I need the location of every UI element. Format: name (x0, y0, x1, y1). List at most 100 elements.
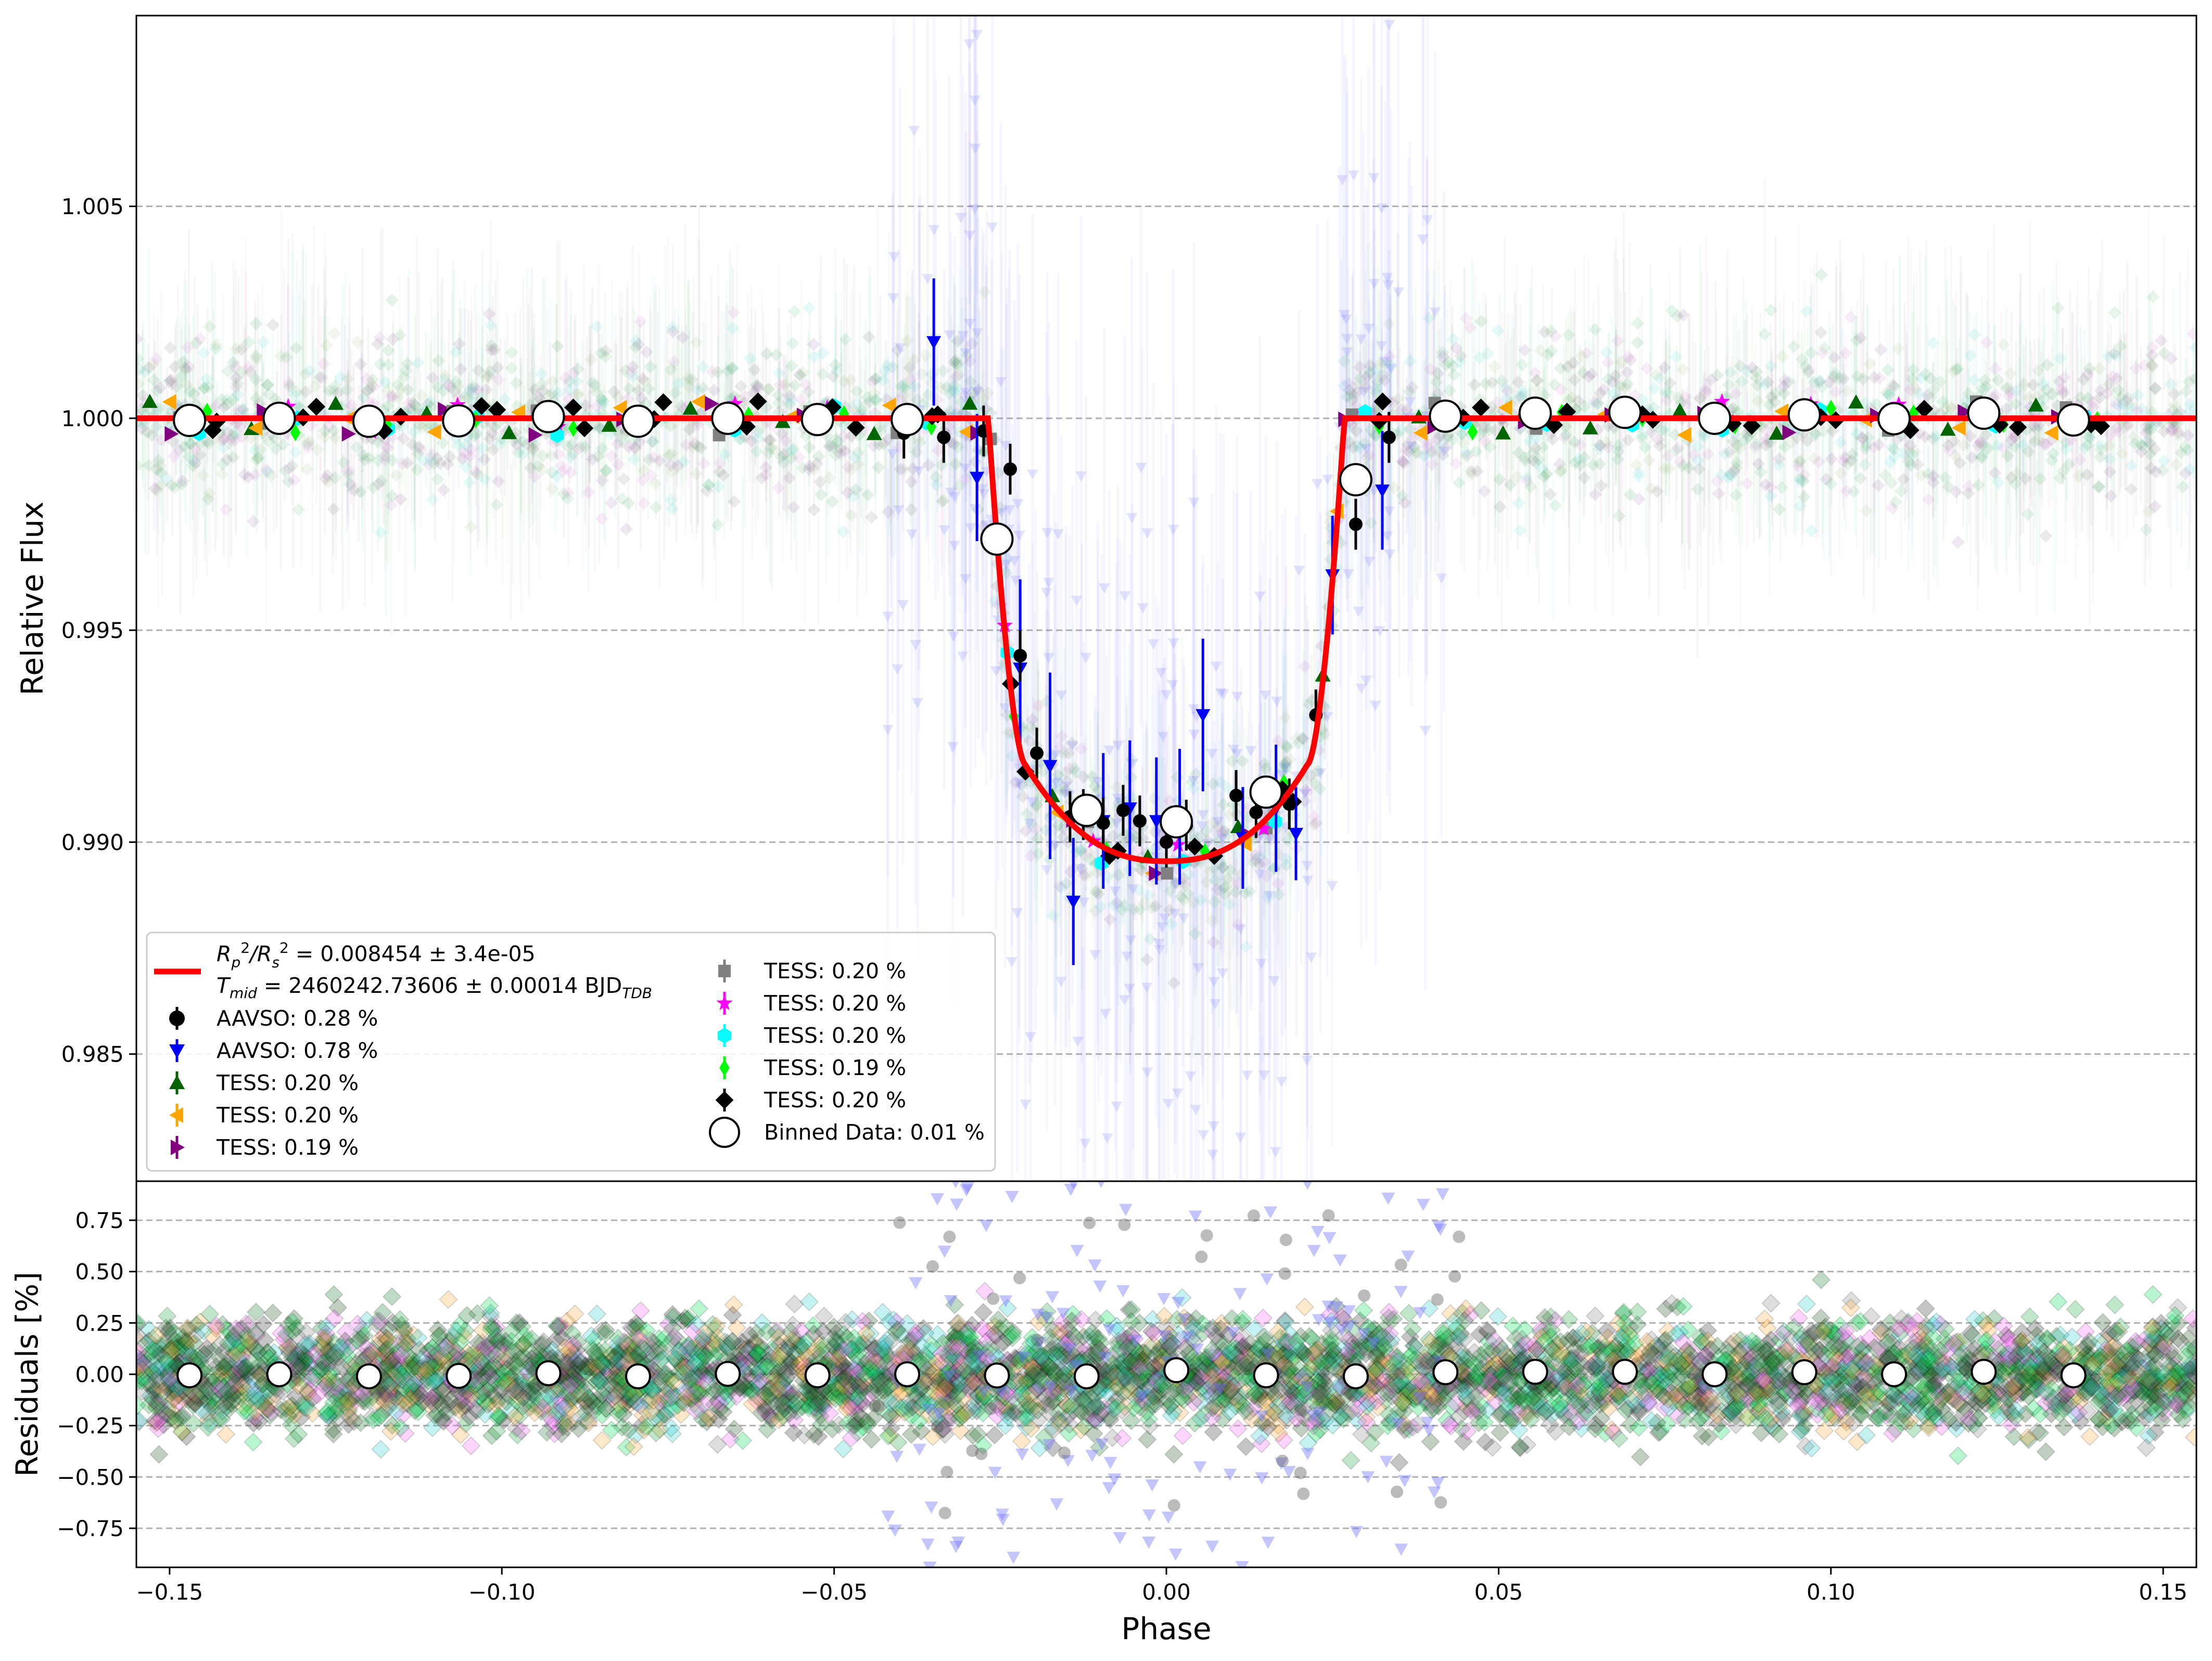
tess-point (373, 357, 387, 372)
tess-point (328, 431, 342, 445)
tess-point (378, 453, 392, 467)
tess-point (187, 441, 201, 455)
tess-point (2143, 447, 2157, 461)
tess-point (216, 457, 230, 471)
tess-point (2182, 375, 2196, 389)
tess-point (202, 437, 216, 451)
binned-point (352, 404, 386, 438)
tess-point (472, 363, 485, 377)
tess-point (415, 420, 429, 434)
tess-point (438, 369, 452, 383)
tess-point (411, 463, 424, 477)
tess-point (384, 390, 397, 403)
tess-point (403, 403, 416, 416)
aavso-faint-point (1111, 1101, 1123, 1112)
tess-point (2176, 480, 2190, 494)
tess-point (178, 440, 192, 453)
tess-point (2154, 334, 2168, 348)
tess-point (165, 478, 179, 492)
tess-point (479, 383, 493, 397)
tess-point (2165, 424, 2179, 438)
binned-point (1429, 399, 1463, 433)
tess-point (2157, 454, 2171, 468)
tess-point (317, 357, 330, 370)
tess-point (463, 476, 476, 490)
tess-point (491, 373, 505, 387)
tess-point (361, 384, 375, 398)
tess-point (251, 451, 265, 465)
tess-point (1588, 323, 1602, 337)
tess-point (162, 375, 176, 388)
tess-point (250, 453, 263, 466)
tess-point (459, 460, 473, 474)
tess-point (2164, 377, 2178, 391)
legend-label: TESS: 0.20 % (764, 1023, 906, 1048)
tess-point (217, 401, 231, 414)
tess-point (551, 339, 564, 353)
binned-point (2056, 403, 2090, 437)
tess-point (484, 318, 498, 332)
tess-point (2183, 404, 2196, 417)
tess-point (2156, 464, 2169, 477)
tess-point (449, 375, 463, 389)
aavso-faint-point (1006, 957, 1018, 968)
tess-point (2141, 423, 2155, 436)
tess-point (340, 383, 354, 397)
tess-point (155, 466, 168, 479)
tess-point (365, 377, 379, 391)
tess-point (236, 403, 249, 417)
aavso-faint-point (1138, 1196, 1150, 1207)
tess-point (2164, 352, 2178, 365)
tess-point (142, 361, 156, 374)
legend-label: TESS: 0.20 % (764, 959, 906, 983)
aavso-faint-point (1347, 170, 1359, 181)
tess-point (487, 343, 501, 356)
tess-point (342, 467, 355, 481)
tess-point (438, 373, 451, 387)
tess-point (486, 426, 499, 440)
tess-point (491, 475, 505, 488)
tess-point (175, 474, 189, 488)
tess-point (386, 333, 400, 346)
tess-point (215, 467, 229, 481)
binned-point (1249, 775, 1283, 809)
tess-point (399, 364, 413, 378)
tess-point (2140, 435, 2154, 449)
tess-point (459, 390, 472, 403)
tess-point (2181, 443, 2194, 457)
tess-point (634, 315, 647, 328)
tess-point (328, 378, 342, 392)
tess-point (430, 451, 444, 465)
tess-point (413, 442, 427, 456)
tess-point (342, 464, 356, 478)
aavso-black-point (1382, 430, 1396, 444)
tess-point (201, 380, 215, 394)
aavso-black-point (1133, 814, 1147, 828)
tess-point (2149, 382, 2163, 395)
tess-point (527, 444, 541, 458)
tess-point (358, 453, 372, 467)
tess-point (452, 337, 466, 351)
tess-point (2127, 430, 2140, 444)
tess-point (231, 388, 245, 402)
tess-point (371, 454, 385, 467)
tess-point (2144, 423, 2157, 437)
aavso-black-point (1116, 803, 1130, 817)
tess-point (274, 349, 288, 363)
tess-point (328, 471, 342, 484)
tess-point (1060, 877, 1073, 890)
binned-point (1160, 805, 1193, 839)
tess-point (426, 371, 440, 385)
tess-point (397, 431, 411, 445)
tess-point (402, 396, 416, 410)
tess-point (407, 425, 421, 439)
aavso-faint-point (928, 225, 940, 236)
tess-point (406, 396, 420, 410)
tess-dataset-marker (1161, 867, 1174, 880)
aavso-faint-point (986, 222, 998, 233)
tess-point (322, 419, 336, 433)
tess-point (184, 437, 197, 451)
top-y-axis-label: Relative Flux (15, 502, 50, 696)
tess-point (154, 459, 167, 472)
tess-point (396, 457, 410, 470)
